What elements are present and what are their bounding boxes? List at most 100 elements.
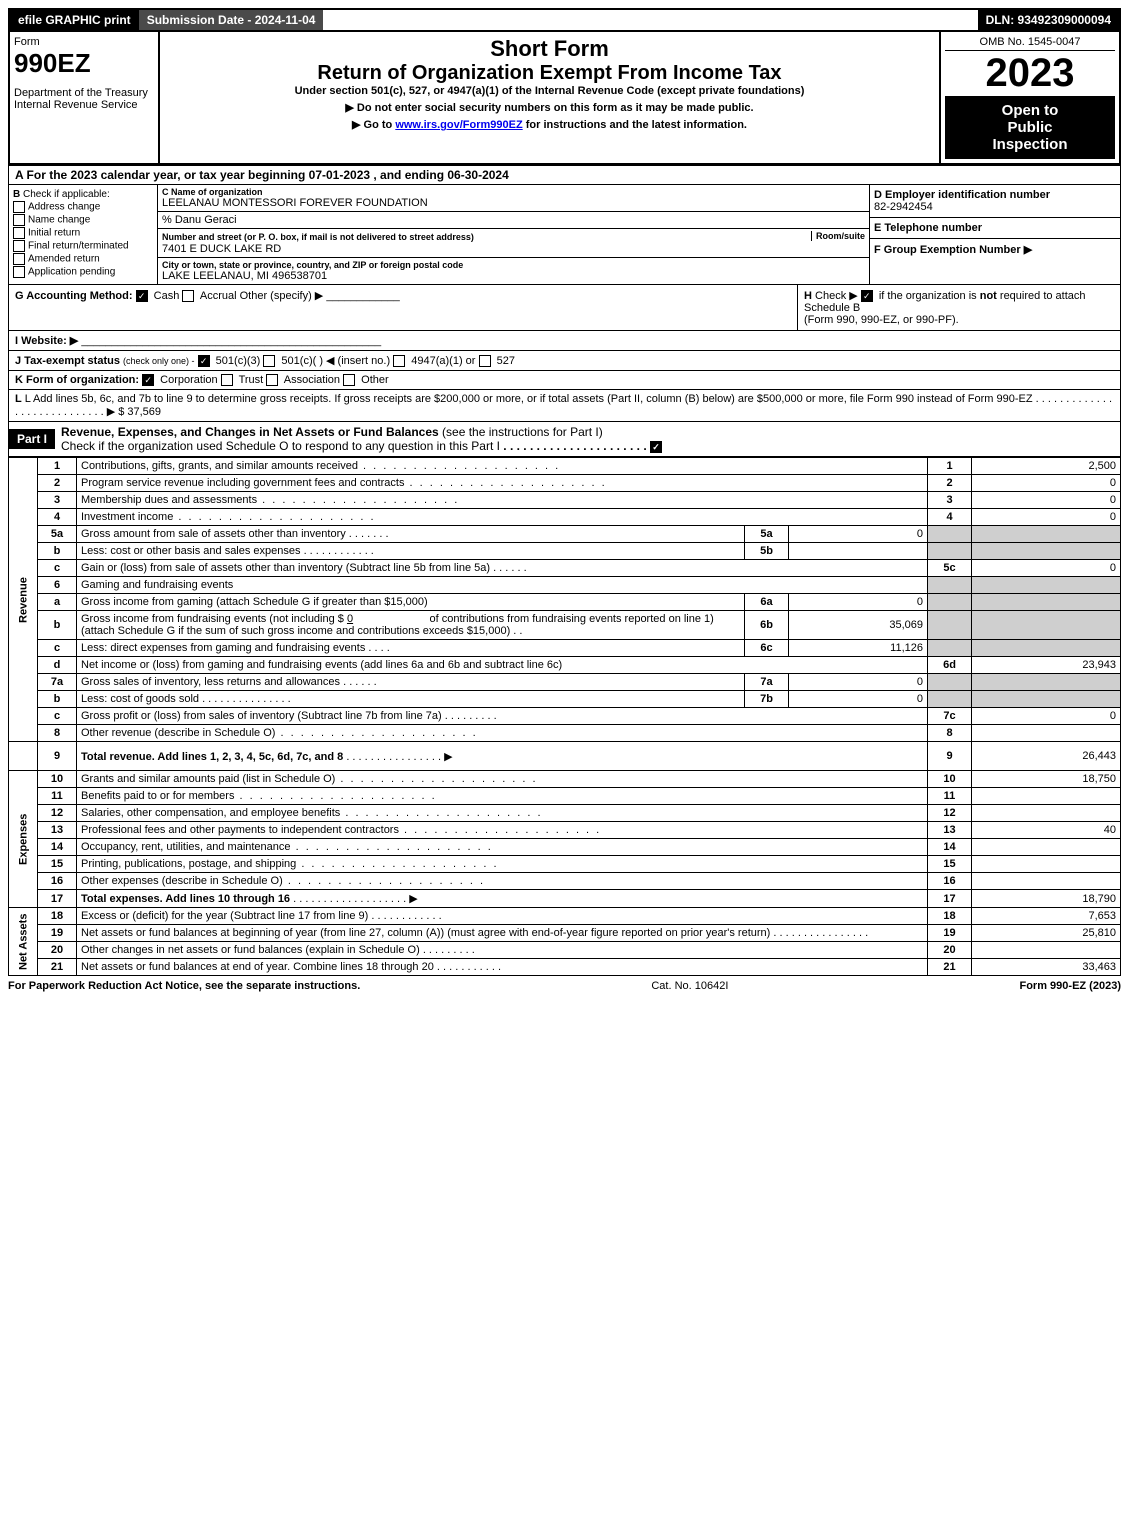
chk-address[interactable]: Address change [13, 201, 153, 213]
chk-scheduleb[interactable]: ✓ [861, 290, 873, 302]
col-d-ids: D Employer identification number 82-2942… [869, 185, 1120, 284]
chk-cash[interactable]: ✓ [136, 290, 148, 302]
ln18-desc: Excess or (deficit) for the year (Subtra… [77, 908, 928, 925]
irs-label: Internal Revenue Service [14, 99, 154, 111]
ln3-num: 3 [38, 492, 77, 509]
header-right: OMB No. 1545-0047 2023 Open to Public In… [941, 32, 1119, 163]
chk-527[interactable] [479, 355, 491, 367]
open2: Public [951, 119, 1109, 136]
ln6a-sub: 6a [745, 594, 789, 611]
ln7a-shade2 [972, 674, 1121, 691]
form-number: 990EZ [14, 48, 154, 79]
org-name: LEELANAU MONTESSORI FOREVER FOUNDATION [162, 197, 865, 209]
ln17-desc: Total expenses. Add lines 10 through 16 … [77, 890, 928, 908]
ln7b-sub: 7b [745, 691, 789, 708]
tel-block: E Telephone number [870, 218, 1120, 239]
city-value: LAKE LEELANAU, MI 496538701 [162, 270, 865, 282]
chk-amended[interactable]: Amended return [13, 253, 153, 265]
ln19-num: 19 [38, 925, 77, 942]
chk-other-org[interactable] [343, 374, 355, 386]
ln16-amt [972, 873, 1121, 890]
ln3-amt: 0 [972, 492, 1121, 509]
ln3-desc: Membership dues and assessments [77, 492, 928, 509]
ln17-num: 17 [38, 890, 77, 908]
ln16-desc: Other expenses (describe in Schedule O) [77, 873, 928, 890]
ln19-an: 19 [928, 925, 972, 942]
chk-initial[interactable]: Initial return [13, 227, 153, 239]
chk-accrual[interactable] [182, 290, 194, 302]
chk-scheduleo[interactable]: ✓ [650, 441, 662, 453]
ln5a-subv: 0 [789, 526, 928, 543]
accrual-label: Accrual [200, 290, 237, 302]
ln6a-subv: 0 [789, 594, 928, 611]
group-exemption: F Group Exemption Number ▶ [870, 239, 1120, 260]
chk-pending[interactable]: Application pending [13, 266, 153, 278]
ln12-desc: Salaries, other compensation, and employ… [77, 805, 928, 822]
l-amount: ▶ $ 37,569 [107, 406, 161, 418]
footer-right: Form 990-EZ (2023) [1019, 980, 1121, 992]
ln6d-amt: 23,943 [972, 657, 1121, 674]
ln6a-num: a [38, 594, 77, 611]
ln11-desc: Benefits paid to or for members [77, 788, 928, 805]
ln5b-desc: Less: cost or other basis and sales expe… [77, 543, 745, 560]
ln10-desc: Grants and similar amounts paid (list in… [77, 771, 928, 788]
h-text1: Check ▶ [815, 290, 861, 302]
ln6-desc: Gaming and fundraising events [77, 577, 928, 594]
j-note: (check only one) - [123, 356, 195, 366]
dln: DLN: 93492309000094 [978, 10, 1119, 30]
netassets-side-label: Net Assets [9, 908, 38, 976]
ln11-amt [972, 788, 1121, 805]
chk-final[interactable]: Final return/terminated [13, 240, 153, 252]
chk-assoc[interactable] [266, 374, 278, 386]
ln8-an: 8 [928, 725, 972, 742]
ln5b-num: b [38, 543, 77, 560]
row-form-org: K Form of organization: ✓ Corporation Tr… [8, 371, 1121, 390]
ln4-desc: Investment income [77, 509, 928, 526]
ln7a-num: 7a [38, 674, 77, 691]
chk-501c3[interactable]: ✓ [198, 355, 210, 367]
row-gross-receipts: L L Add lines 5b, 6c, and 7b to line 9 t… [8, 390, 1121, 422]
chk-name[interactable]: Name change [13, 214, 153, 226]
city-label: City or town, state or province, country… [162, 260, 865, 270]
form-header: Form 990EZ Department of the Treasury In… [8, 32, 1121, 165]
ln6c-desc: Less: direct expenses from gaming and fu… [77, 640, 745, 657]
ln7b-shade [928, 691, 972, 708]
chk-trust[interactable] [221, 374, 233, 386]
ln6-shade2 [972, 577, 1121, 594]
ln6a-desc: Gross income from gaming (attach Schedul… [77, 594, 745, 611]
ln4-an: 4 [928, 509, 972, 526]
org-name-block: C Name of organization LEELANAU MONTESSO… [158, 185, 869, 212]
page-footer: For Paperwork Reduction Act Notice, see … [8, 976, 1121, 992]
ln5a-desc: Gross amount from sale of assets other t… [77, 526, 745, 543]
part1-header: Part I Revenue, Expenses, and Changes in… [8, 422, 1121, 457]
ln19-amt: 25,810 [972, 925, 1121, 942]
ln12-amt [972, 805, 1121, 822]
ln14-num: 14 [38, 839, 77, 856]
other-label: Other (specify) ▶ [240, 290, 324, 302]
irs-link[interactable]: www.irs.gov/Form990EZ [395, 119, 522, 131]
k-label: K Form of organization: [15, 374, 139, 386]
chk-501c[interactable] [263, 355, 275, 367]
h-not: not [980, 290, 997, 302]
ln14-an: 14 [928, 839, 972, 856]
ln13-an: 13 [928, 822, 972, 839]
chk-4947[interactable] [393, 355, 405, 367]
ln1-an: 1 [928, 458, 972, 475]
ln2-an: 2 [928, 475, 972, 492]
ln6-shade [928, 577, 972, 594]
row-tax-exempt: J Tax-exempt status (check only one) - ✓… [8, 351, 1121, 371]
ln15-amt [972, 856, 1121, 873]
chk-corp[interactable]: ✓ [142, 374, 154, 386]
ln5b-sub: 5b [745, 543, 789, 560]
ln5b-shade2 [972, 543, 1121, 560]
ln10-amt: 18,750 [972, 771, 1121, 788]
ln7b-subv: 0 [789, 691, 928, 708]
ln6-num: 6 [38, 577, 77, 594]
ln7c-desc: Gross profit or (loss) from sales of inv… [77, 708, 928, 725]
ln10-num: 10 [38, 771, 77, 788]
ln11-num: 11 [38, 788, 77, 805]
ln6d-num: d [38, 657, 77, 674]
efile-label[interactable]: efile GRAPHIC print [10, 10, 139, 30]
section-a-dates: A For the 2023 calendar year, or tax yea… [8, 165, 1121, 185]
expenses-side-label: Expenses [9, 771, 38, 908]
